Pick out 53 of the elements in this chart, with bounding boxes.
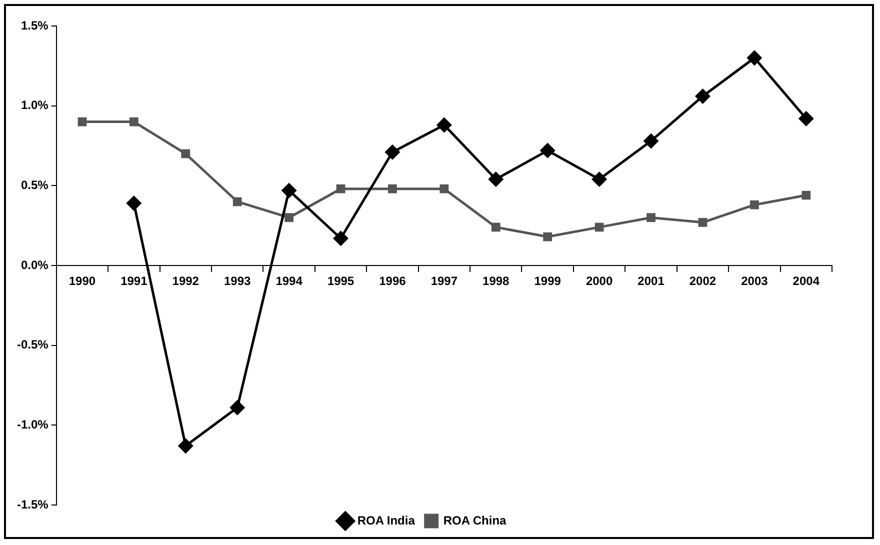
x-tick-label: 1992 [172,274,200,288]
point [540,143,555,158]
y-tick-label: -1.0% [16,417,49,432]
point [440,184,449,194]
x-tick-label: 2003 [741,274,768,288]
x-tick-label: 1990 [68,274,96,288]
y-tick-label: 0.0% [20,258,49,272]
x-tick-label: 1994 [276,274,303,288]
y-tick-label: -0.5% [16,338,49,352]
point [78,117,87,126]
point [181,149,190,158]
point [282,183,296,198]
x-tick-label: 1998 [482,274,510,288]
point [284,213,294,222]
point [336,184,346,194]
y-tick-label: -1.5% [16,497,49,512]
point [747,50,762,66]
point [594,222,604,232]
point [436,118,452,132]
point [230,400,245,415]
x-tick-label: 2002 [689,274,716,288]
point [126,196,142,210]
x-tick-label: 1995 [327,274,354,288]
y-tick-label: 0.5% [20,178,49,192]
point [334,231,348,246]
point [232,197,242,206]
y-tick-label: 1.0% [20,98,49,112]
point [695,89,710,104]
point [646,213,656,222]
point [178,438,193,454]
point [385,144,400,160]
x-tick-label: 2001 [638,274,665,288]
x-tick-label: 2000 [586,274,613,288]
point [592,172,607,187]
point [491,222,500,232]
point [798,111,814,126]
point [388,184,397,194]
x-tick-label: 1999 [534,274,562,288]
x-tick-label: 1997 [430,274,458,288]
point [644,134,658,148]
x-tick-label: 1991 [120,274,148,288]
legend-label: ROA India [357,513,416,528]
y-tick-label: 1.5% [20,18,49,32]
x-tick-label: 2004 [792,274,820,288]
x-tick-label: 1996 [379,274,406,288]
point [750,200,759,210]
point [543,232,552,242]
point [802,190,811,200]
point [129,117,138,126]
x-tick-label: 1993 [224,274,252,288]
point [488,172,504,187]
legend-label: ROA China [443,513,507,528]
point [698,218,708,227]
